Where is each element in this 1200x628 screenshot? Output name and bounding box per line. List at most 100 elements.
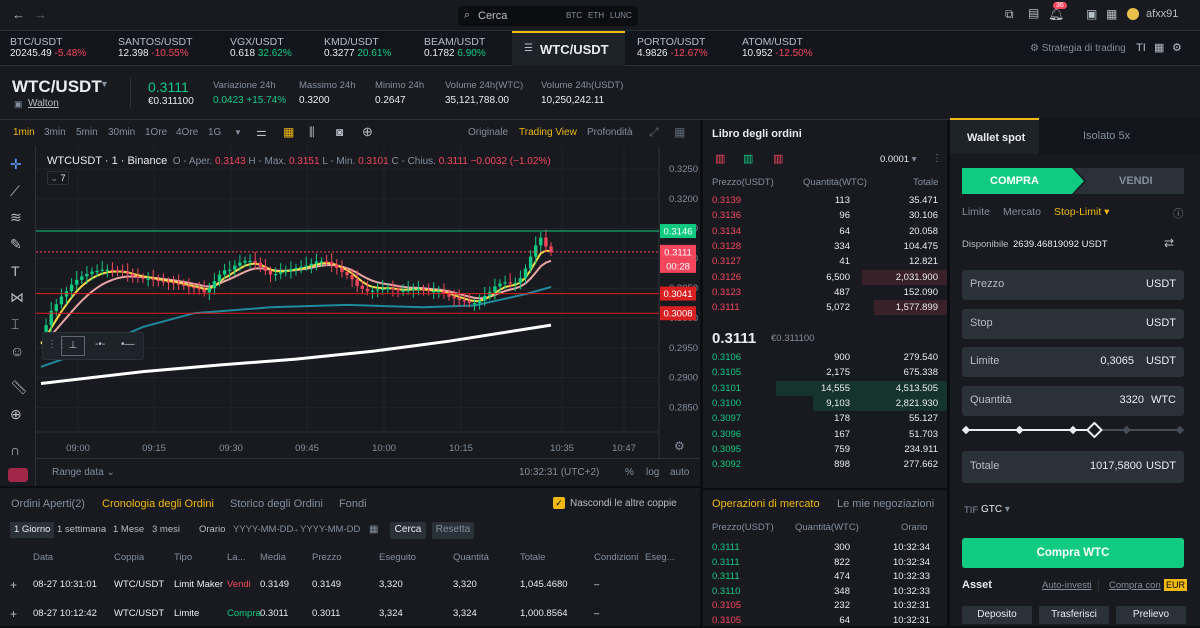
info-icon[interactable]: ⓘ	[1173, 208, 1184, 220]
search-tag[interactable]: ETH	[588, 11, 604, 20]
book-row[interactable]: 0.3105 2,175 675.338	[703, 365, 947, 380]
search-bar[interactable]: ⌕ Cerca BTC ETH LUNC	[458, 6, 638, 26]
more-icon[interactable]: ⋮	[932, 153, 942, 164]
wallet-icon[interactable]: ▤	[1028, 6, 1040, 20]
save-icon[interactable]: ▣	[1086, 7, 1098, 21]
horizontal-ray-icon[interactable]: -•-	[95, 339, 106, 350]
settings-icon[interactable]: ⚙	[1172, 42, 1182, 54]
slider-step[interactable]	[1068, 425, 1078, 435]
forward-arrow-icon[interactable]: →	[34, 7, 47, 22]
auto-invest-link[interactable]: Auto-investi	[1042, 580, 1092, 591]
transfer-button[interactable]: Trasferisci	[1039, 606, 1109, 624]
slider-step[interactable]	[962, 425, 971, 435]
drag-handle-icon[interactable]: ⋮⋮	[47, 339, 67, 350]
sell-tab[interactable]: VENDI	[1119, 175, 1153, 187]
calendar-icon[interactable]: ▦	[369, 524, 379, 535]
apps-icon[interactable]: ▦	[1106, 7, 1118, 21]
tif-select[interactable]: GTC ▾	[981, 504, 1010, 515]
pair-symbol[interactable]: WTC/USDT	[12, 77, 102, 96]
strategy-link[interactable]: ⚙ Strategia di trading	[1030, 43, 1126, 54]
buy-with-link[interactable]: Compra con	[1109, 580, 1161, 591]
brush-icon[interactable]: ✎	[10, 236, 22, 252]
book-row[interactable]: 0.3126 6,500 2,031.900	[703, 269, 947, 285]
tab-open-orders[interactable]: Ordini Aperti(2)	[11, 498, 85, 510]
precision-select[interactable]: 0.0001 ▾	[880, 154, 917, 165]
ticker-item-active[interactable]: ☰ WTC/USDT	[512, 31, 625, 66]
price-field[interactable]: Prezzo USDT	[962, 270, 1184, 300]
stop-field[interactable]: Stop USDT	[962, 309, 1184, 339]
bell-icon[interactable]: 🔔︎	[1048, 6, 1065, 21]
username[interactable]: afxx91	[1146, 8, 1179, 20]
sell-tab-shape[interactable]	[1074, 168, 1184, 194]
view-depth[interactable]: Profondità	[587, 127, 633, 138]
interval-1d[interactable]: 1G	[208, 127, 222, 138]
buy-sell-toggle[interactable]	[962, 168, 1184, 194]
ruler-icon[interactable]: 📏︎	[10, 379, 28, 395]
tab-market-trades[interactable]: Operazioni di mercato	[712, 498, 820, 510]
period-1-month[interactable]: 1 Mese	[113, 524, 145, 535]
search-input[interactable]: Cerca	[478, 10, 508, 22]
interval-dropdown-icon[interactable]: ▼	[234, 128, 242, 137]
interval-1h[interactable]: 1Ore	[145, 127, 168, 138]
buy-submit-button[interactable]: Compra WTC	[962, 538, 1184, 568]
ticker-item[interactable]: SANTOS/USDT 12.398 -10.55%	[118, 36, 193, 59]
buy-tab[interactable]: COMPRA	[990, 175, 1039, 187]
type-stop-limit[interactable]: Stop-Limit ▾	[1054, 206, 1110, 218]
candle-type-icon[interactable]: ⫼	[309, 125, 315, 139]
book-row[interactable]: 0.3111 5,072 1,577.899	[703, 300, 947, 316]
auto-toggle[interactable]: auto	[670, 467, 690, 478]
chart-settings-icon[interactable]: ⚙	[674, 439, 685, 453]
type-market[interactable]: Mercato	[1003, 206, 1041, 218]
search-tag[interactable]: BTC	[566, 11, 582, 20]
project-link[interactable]: Walton	[28, 98, 59, 109]
log-toggle[interactable]: log	[646, 467, 660, 478]
period-1-day[interactable]: 1 Giorno	[10, 522, 55, 538]
transfer-icon[interactable]: ⇄	[1164, 236, 1175, 250]
zoom-icon[interactable]: ⊕	[10, 406, 22, 422]
deposit-button[interactable]: Deposito	[962, 606, 1032, 624]
tab-funds[interactable]: Fondi	[339, 498, 367, 510]
picture-in-picture-icon[interactable]: ⧉	[1005, 7, 1014, 21]
range-data-button[interactable]: Range data ⌄	[52, 467, 115, 478]
search-tag[interactable]: LUNC	[610, 11, 632, 20]
book-row[interactable]: 0.3097 178 55.127	[703, 411, 947, 426]
ticker-item[interactable]: KMD/USDT 0.3277 20.61%	[324, 36, 392, 59]
period-3-months[interactable]: 3 mesi	[152, 524, 180, 535]
withdraw-button[interactable]: Prelievo	[1116, 606, 1186, 624]
book-row[interactable]: 0.3128 334 104.475	[703, 239, 947, 254]
view-original[interactable]: Originale	[468, 127, 509, 138]
tab-trade-history[interactable]: Storico degli Ordini	[230, 498, 323, 510]
book-row[interactable]: 0.3136 96 30.106	[703, 208, 947, 223]
ticker-item[interactable]: VGX/USDT 0.618 32.62%	[230, 36, 292, 59]
type-limit[interactable]: Limite	[962, 206, 991, 218]
crosshair-icon[interactable]: ✛	[10, 156, 22, 172]
search-button[interactable]: Cerca	[390, 522, 426, 539]
floating-draw-toolbar[interactable]: ⋮⋮ ⊥ -•- •—	[42, 332, 144, 360]
limit-field[interactable]: Limite 0,3065 USDT	[962, 347, 1184, 377]
interval-30min[interactable]: 30min	[108, 127, 136, 138]
tradingview-icon[interactable]: TI	[1136, 42, 1146, 54]
reset-button[interactable]: Resetta	[432, 522, 474, 539]
trash-icon[interactable]	[8, 468, 28, 482]
ticker-item[interactable]: BEAM/USDT 0.1782 6.90%	[424, 36, 486, 59]
book-row[interactable]: 0.3101 14,555 4,513.505	[703, 380, 947, 396]
buy-tab-shape[interactable]	[962, 168, 1084, 194]
slider-step[interactable]	[1175, 425, 1184, 435]
book-row[interactable]: 0.3106 900 279.540	[703, 350, 947, 365]
book-row[interactable]: 0.3123 487 152.090	[703, 285, 947, 300]
fullscreen-icon[interactable]: ⤢	[649, 125, 659, 139]
quantity-field[interactable]: Quantità 3320 WTC	[962, 386, 1184, 416]
add-icon[interactable]: ⊕	[362, 124, 373, 139]
sliders-icon[interactable]: ⚌	[256, 125, 267, 139]
tab-isolated[interactable]: Isolato 5x	[1039, 118, 1200, 154]
layout-icon[interactable]: ▦	[674, 125, 686, 139]
vertical-line-icon[interactable]: ⊥	[61, 336, 85, 356]
text-tool-icon[interactable]: T	[11, 263, 20, 279]
book-row[interactable]: 0.3139 113 35.471	[703, 193, 947, 208]
avatar[interactable]	[1127, 8, 1139, 20]
indicator-icon[interactable]: ▦	[283, 125, 295, 139]
indicator-toggle[interactable]: ⌄ 7	[47, 171, 69, 185]
interval-3min[interactable]: 3min	[44, 127, 66, 138]
ticker-item[interactable]: BTC/USDT 20245.49 -5.48%	[10, 36, 87, 59]
book-row[interactable]: 0.3092 898 277.662	[703, 457, 947, 472]
